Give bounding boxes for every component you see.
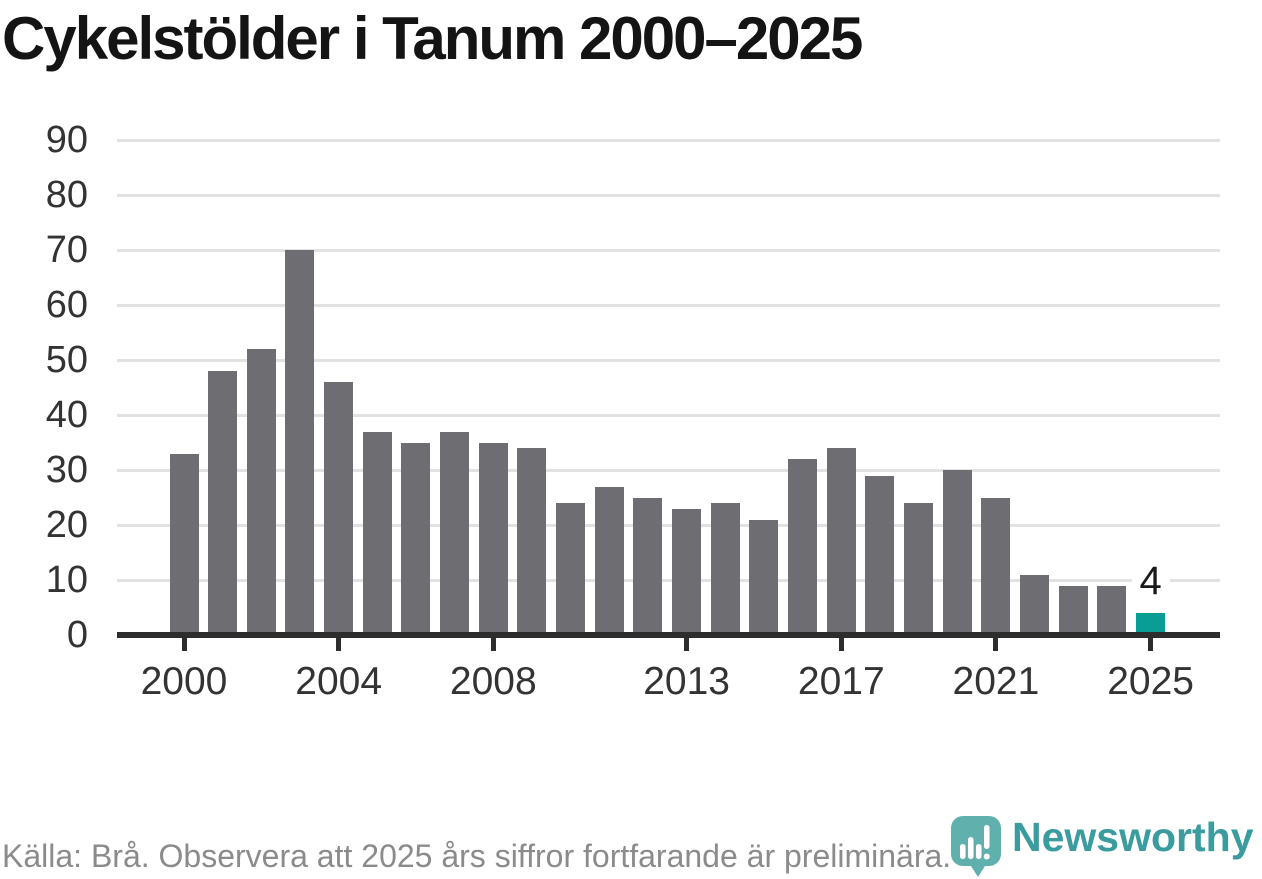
gridline-20 <box>117 523 1220 527</box>
y-tick-label-70: 70 <box>45 229 88 271</box>
pin-bar-4 <box>984 825 990 849</box>
y-tick-label-60: 60 <box>45 284 88 326</box>
bar-2004 <box>324 382 354 635</box>
bar-2012 <box>633 497 663 635</box>
x-tick-2025 <box>1148 638 1154 651</box>
gridline-60 <box>117 303 1220 307</box>
gridline-90 <box>117 138 1220 142</box>
bar-2008 <box>478 442 508 635</box>
x-tick-label-2000: 2000 <box>140 660 228 703</box>
x-tick-label-2004: 2004 <box>295 660 383 703</box>
bar-2001 <box>208 371 238 635</box>
newsworthy-wordmark: Newsworthy <box>1012 814 1254 860</box>
x-tick-2000 <box>181 638 187 651</box>
pin-bar-3 <box>976 844 982 859</box>
y-tick-label-20: 20 <box>45 504 88 546</box>
y-tick-label-90: 90 <box>45 119 88 161</box>
x-tick-2008 <box>490 638 496 651</box>
bar-2006 <box>401 442 431 635</box>
pin-bar-2 <box>968 837 974 859</box>
bar-2002 <box>246 349 276 635</box>
bar-2021 <box>981 497 1011 635</box>
gridline-40 <box>117 413 1220 417</box>
gridline-10 <box>117 578 1220 582</box>
x-tick-2004 <box>336 638 342 651</box>
gridline-30 <box>117 468 1220 472</box>
gridline-70 <box>117 248 1220 252</box>
bar-2020 <box>942 470 972 635</box>
bar-2010 <box>556 503 586 635</box>
bar-2024 <box>1097 585 1127 635</box>
bar-2019 <box>904 503 934 635</box>
bar-2011 <box>594 486 624 635</box>
bar-2015 <box>749 519 779 635</box>
x-tick-2013 <box>684 638 690 651</box>
y-tick-label-10: 10 <box>45 559 88 601</box>
bar-2016 <box>788 459 818 635</box>
bar-2009 <box>517 448 547 635</box>
pin-bar-1 <box>960 844 966 859</box>
gridline-80 <box>117 193 1220 197</box>
bar-2022 <box>1020 574 1050 635</box>
pin-shape <box>951 816 1001 877</box>
bar-2023 <box>1058 585 1088 635</box>
y-tick-label-0: 0 <box>66 614 88 656</box>
bar-2005 <box>362 431 392 635</box>
bar-2013 <box>672 508 702 635</box>
x-tick-label-2008: 2008 <box>449 660 537 703</box>
x-tick-label-2021: 2021 <box>952 660 1040 703</box>
bar-2014 <box>710 503 740 635</box>
bar-2000 <box>169 453 199 635</box>
bar-2007 <box>440 431 470 635</box>
pin-dot <box>983 853 990 860</box>
highlight-value-label: 4 <box>1131 560 1170 602</box>
gridline-50 <box>117 358 1220 362</box>
x-axis-line <box>117 632 1220 638</box>
source-note: Källa: Brå. Observera att 2025 års siffr… <box>2 838 952 874</box>
x-tick-2017 <box>838 638 844 651</box>
y-tick-label-50: 50 <box>45 339 88 381</box>
bar-2003 <box>285 250 315 635</box>
x-tick-label-2025: 2025 <box>1107 660 1194 703</box>
x-tick-label-2017: 2017 <box>797 660 885 703</box>
bar-2025 <box>1136 613 1166 635</box>
y-tick-label-30: 30 <box>45 449 88 491</box>
y-tick-label-40: 40 <box>45 394 88 436</box>
newsworthy-logo: Newsworthy <box>951 814 1262 879</box>
bar-2018 <box>865 475 895 635</box>
x-tick-label-2013: 2013 <box>643 660 730 703</box>
newsworthy-pin-icon <box>951 816 1001 877</box>
x-tick-2021 <box>993 638 999 651</box>
bar-2017 <box>826 448 856 635</box>
y-tick-label-80: 80 <box>45 174 88 216</box>
chart-title: Cykelstölder i Tanum 2000–2025 <box>2 5 863 72</box>
